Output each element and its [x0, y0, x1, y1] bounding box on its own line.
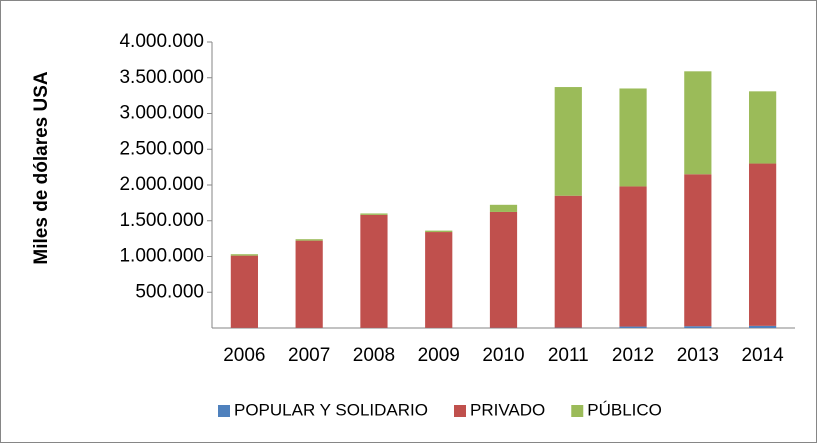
bar-segment	[554, 87, 582, 196]
bar-segment	[684, 326, 712, 328]
bar-segment	[749, 325, 777, 328]
bar-segment	[749, 91, 777, 164]
y-tick-label: 3.000.000	[119, 103, 204, 124]
y-tick-label: 1.500.000	[119, 210, 204, 231]
bar-segment	[684, 174, 712, 327]
bar-segment	[230, 254, 258, 256]
bar-segment	[619, 326, 647, 328]
bar-segment	[749, 163, 777, 326]
legend-label: PÚBLICO	[587, 400, 662, 419]
y-tick-label: 3.500.000	[119, 67, 204, 88]
x-tick-label: 2007	[288, 345, 330, 366]
legend-swatch	[454, 405, 466, 417]
y-tick-label: 2.500.000	[119, 138, 204, 159]
bar-segment	[489, 211, 518, 328]
legend-swatch	[218, 405, 230, 417]
x-tick-label: 2010	[482, 345, 524, 366]
bar-segment	[360, 213, 388, 215]
y-axis-title: Miles de dólares USA	[31, 71, 52, 265]
bar-segment	[425, 230, 453, 233]
bar-segment	[619, 88, 647, 187]
legend-label: PRIVADO	[470, 400, 545, 419]
bar-segment	[360, 214, 388, 328]
legend-label: POPULAR Y SOLIDARIO	[234, 400, 428, 419]
bar-segment	[684, 71, 712, 175]
x-tick-label: 2009	[418, 345, 460, 366]
x-tick-label: 2006	[223, 345, 265, 366]
y-tick-label: 4.000.000	[119, 31, 204, 52]
legend-swatch	[571, 405, 584, 417]
bar-segment	[425, 232, 453, 328]
bar-segment	[230, 255, 258, 328]
bar-segment	[554, 195, 582, 328]
x-tick-label: 2012	[612, 345, 654, 366]
x-tick-label: 2011	[548, 345, 589, 366]
y-tick-label: 500.000	[135, 281, 204, 302]
x-tick-label: 2013	[677, 345, 719, 366]
x-tick-label: 2008	[353, 345, 395, 366]
y-tick-label: 1.000.000	[119, 246, 204, 267]
x-tick-label: 2014	[741, 345, 784, 366]
bar-segment	[295, 239, 323, 241]
bar-segment	[619, 186, 647, 327]
y-tick-label: 2.000.000	[119, 174, 204, 195]
bar-segment	[489, 204, 518, 212]
bar-segment	[295, 240, 323, 328]
